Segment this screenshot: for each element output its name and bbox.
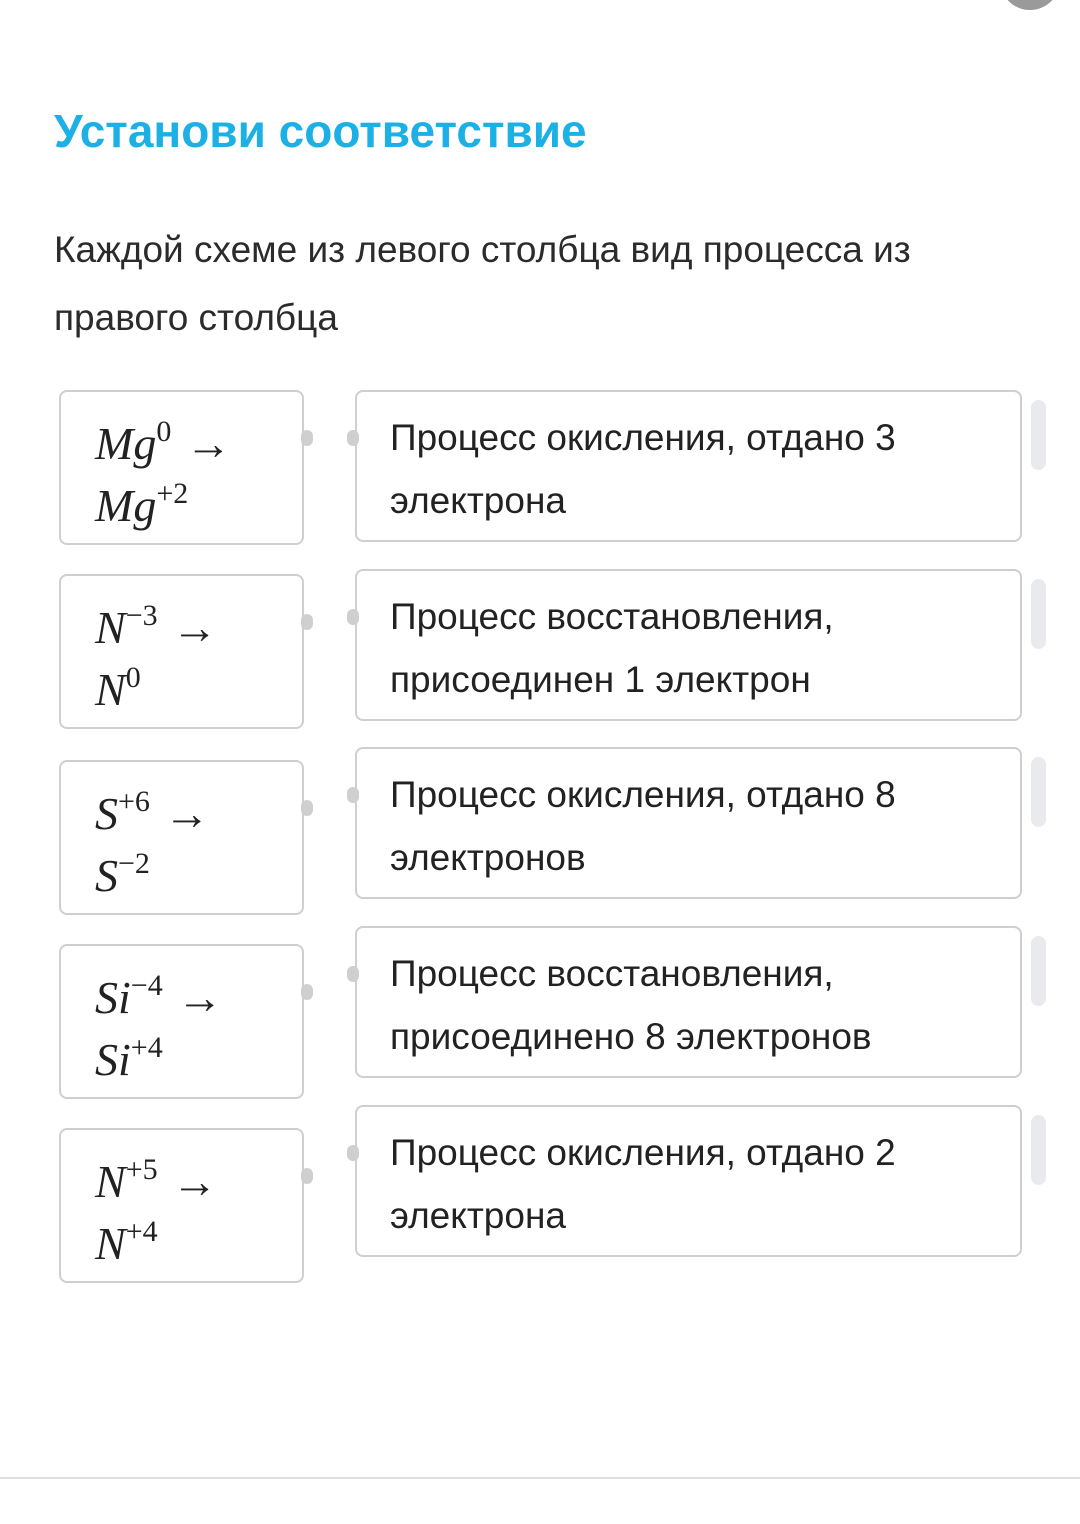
process-label: Процесс окисления, отдано 3 электрона (390, 417, 896, 521)
connector-dot[interactable] (301, 1168, 313, 1184)
arrow-icon: → (185, 418, 232, 469)
scheme-to: Mg+2 (95, 477, 189, 531)
connector-dot[interactable] (347, 966, 359, 982)
drag-handle[interactable] (1031, 579, 1046, 649)
process-card[interactable]: Процесс окисления, отдано 2 электрона (347, 1105, 1022, 1257)
connector-dot[interactable] (347, 787, 359, 803)
arrow-icon: → (171, 1156, 218, 1207)
page-title: Установи соответствие (54, 105, 587, 157)
scheme-to: N0 (95, 661, 141, 715)
scheme-card[interactable]: S+6 → S−2 (59, 760, 313, 915)
connector-dot[interactable] (301, 800, 313, 816)
process-label: Процесс восстановления, присоединен 1 эл… (390, 596, 834, 700)
scheme-from: S+6 → (95, 785, 210, 839)
drag-handle[interactable] (1031, 936, 1046, 1006)
process-label: Процесс окисления, отдано 8 электронов (390, 774, 896, 878)
process-label: Процесс восстановления, присоединено 8 э… (390, 953, 872, 1057)
connector-dot[interactable] (301, 430, 313, 446)
scheme-card[interactable]: N−3 → N0 (59, 574, 313, 729)
process-card[interactable]: Процесс окисления, отдано 3 электрона (347, 390, 1022, 542)
connector-dot[interactable] (301, 614, 313, 630)
connector-dot[interactable] (347, 609, 359, 625)
scheme-card[interactable]: N+5 → N+4 (59, 1128, 313, 1283)
connector-dot[interactable] (347, 430, 359, 446)
process-card[interactable]: Процесс восстановления, присоединен 1 эл… (347, 569, 1022, 721)
scheme-from: N+5 → (95, 1153, 218, 1207)
scheme-from: Mg0 → (95, 415, 232, 469)
arrow-icon: → (171, 602, 218, 653)
scheme-to: Si+4 (95, 1031, 163, 1085)
process-card[interactable]: Процесс окисления, отдано 8 электронов (347, 747, 1022, 899)
divider (0, 1477, 1080, 1479)
scheme-to: N+4 (95, 1215, 158, 1269)
scheme-card[interactable]: Si−4 → Si+4 (59, 944, 313, 1099)
connector-dot[interactable] (347, 1145, 359, 1161)
process-label: Процесс окисления, отдано 2 электрона (390, 1132, 896, 1236)
menu-button[interactable] (1000, 0, 1060, 10)
drag-handle[interactable] (1031, 757, 1046, 827)
process-card[interactable]: Процесс восстановления, присоединено 8 э… (347, 926, 1022, 1078)
scheme-from: Si−4 → (95, 969, 223, 1023)
scheme-card[interactable]: Mg0 → Mg+2 (59, 390, 313, 545)
drag-handle[interactable] (1031, 400, 1046, 470)
arrow-icon: → (176, 972, 223, 1023)
connector-dot[interactable] (301, 984, 313, 1000)
arrow-icon: → (163, 788, 210, 839)
scheme-from: N−3 → (95, 599, 218, 653)
drag-handle[interactable] (1031, 1115, 1046, 1185)
instruction-text: Каждой схеме из левого столбца вид проце… (54, 229, 911, 338)
scheme-to: S−2 (95, 847, 150, 901)
